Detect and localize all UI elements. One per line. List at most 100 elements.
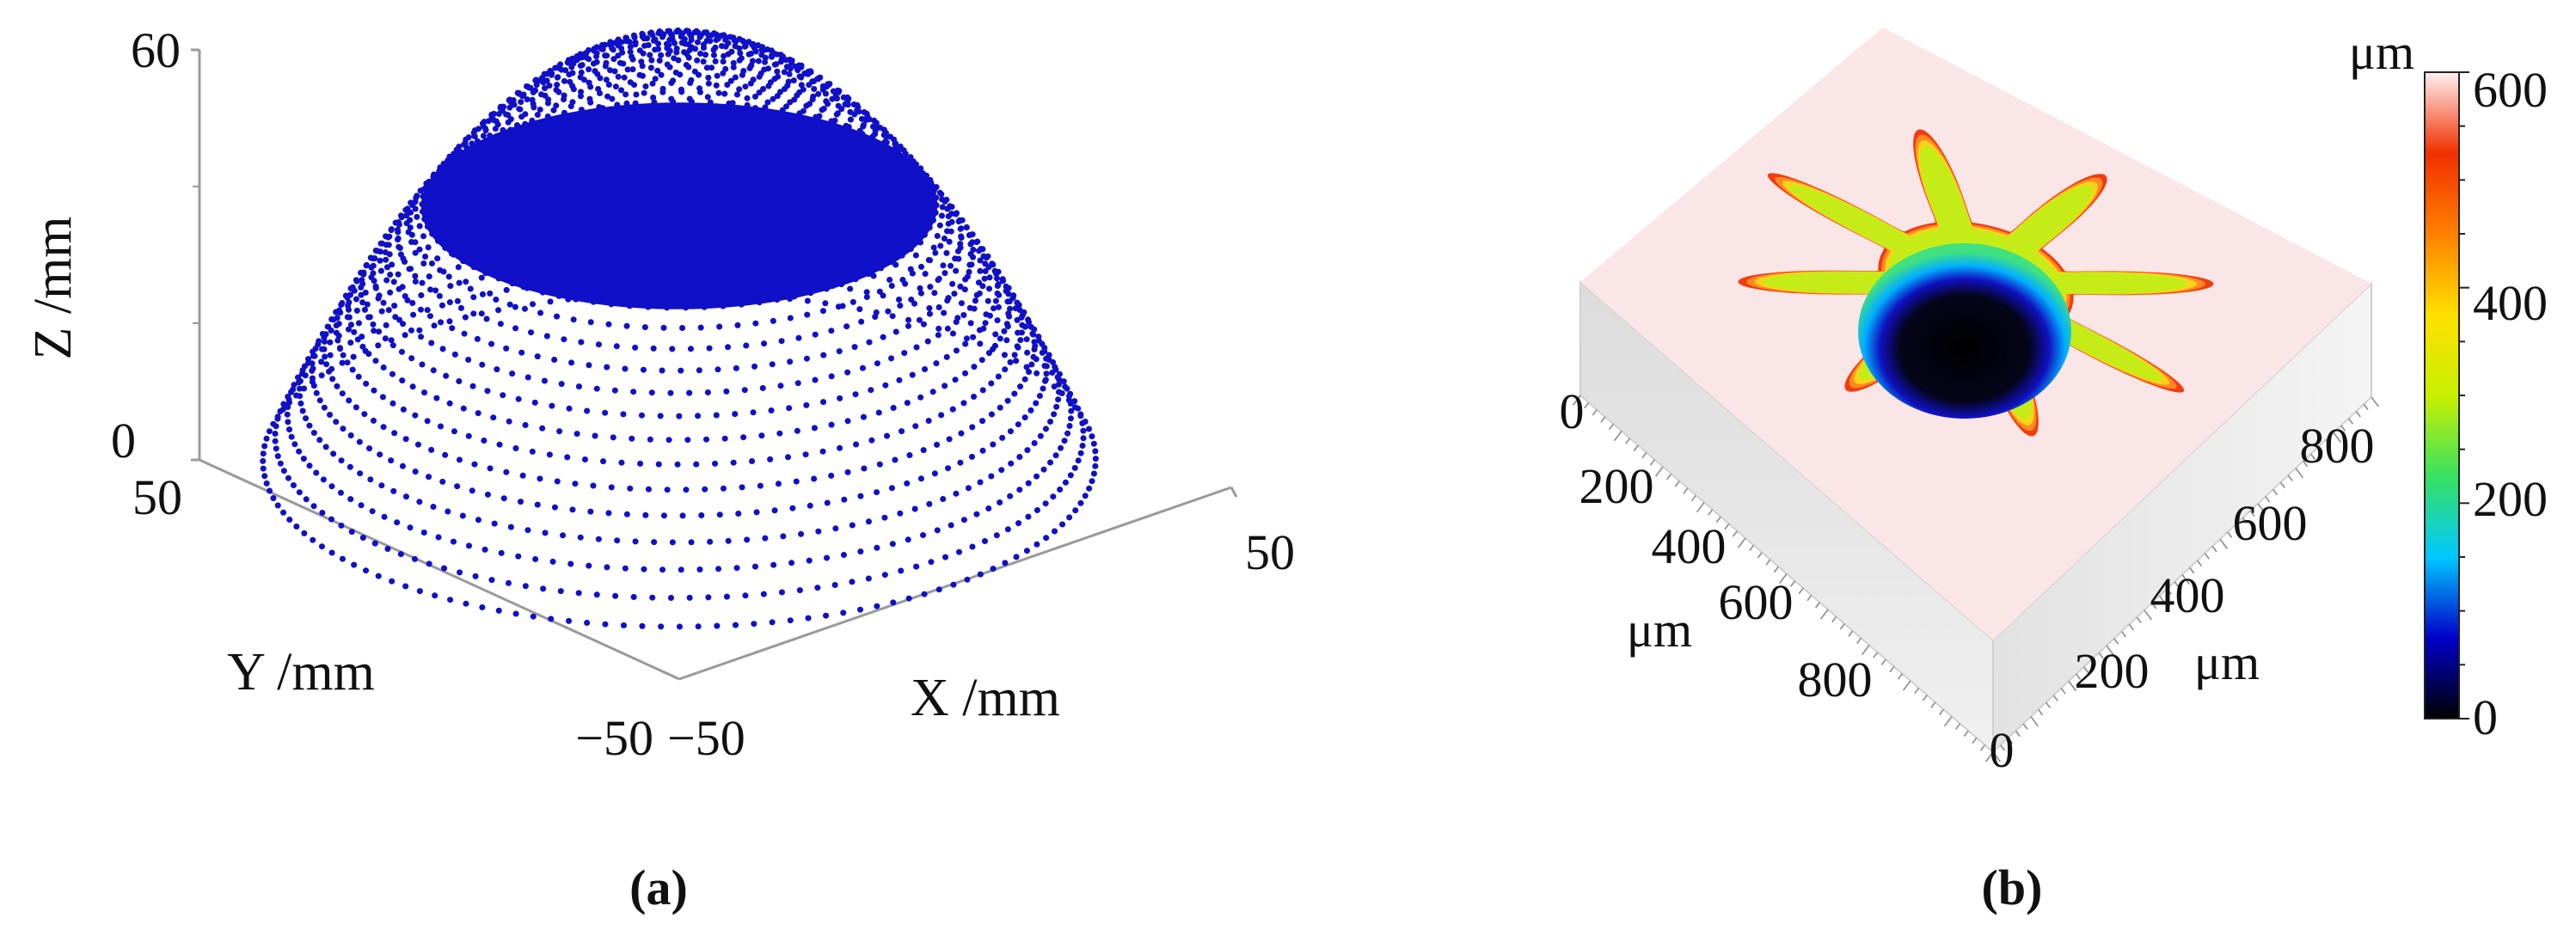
edge-tick — [1814, 602, 1821, 609]
edge-tick — [2242, 517, 2248, 524]
edge-tick — [1674, 481, 1680, 487]
edge-tick — [2279, 481, 2285, 489]
edge-tick — [2158, 595, 2165, 603]
panel-a-caption: (a) — [629, 860, 688, 915]
edge-tick — [2204, 553, 2210, 560]
edge-tick — [2325, 439, 2331, 446]
y-tick-label-minus-50: −50 — [575, 710, 653, 766]
edge-tick — [2317, 446, 2323, 453]
z-axis-label: Z /mm — [24, 216, 83, 359]
edge-tick — [1732, 530, 1739, 537]
left-tick-label-400: 400 — [1652, 518, 1727, 574]
edge-tick — [2022, 723, 2028, 730]
edge-tick — [2128, 623, 2134, 631]
right-tick-label-600: 600 — [2233, 495, 2308, 551]
edge-tick — [1690, 494, 1697, 502]
central-hole — [1858, 243, 2071, 419]
panel-b-height-map: 0 200 400 600 800 μm 0 200 400 600 800 μ… — [1560, 24, 2548, 915]
edge-tick — [1889, 665, 1895, 673]
colorbar-tick-label-400: 400 — [2473, 275, 2548, 331]
edge-tick — [2181, 574, 2191, 585]
left-axis-unit: μm — [1627, 602, 1692, 658]
colorbar-unit: μm — [2349, 24, 2414, 80]
right-tick-label-200: 200 — [2075, 643, 2150, 699]
edge-tick — [2196, 560, 2203, 566]
edge-tick — [1613, 431, 1622, 442]
x-tick-label-minus-50: −50 — [667, 710, 745, 766]
edge-tick — [2234, 524, 2241, 531]
edge-tick — [2309, 453, 2316, 460]
edge-tick — [2015, 730, 2021, 738]
edge-tick — [2295, 468, 2304, 479]
x-tick-label-50: 50 — [1245, 524, 1295, 580]
panel-b-caption: (b) — [1982, 860, 2043, 915]
edge-tick — [2257, 503, 2266, 514]
edge-tick — [2249, 510, 2255, 517]
edge-tick — [2219, 538, 2229, 549]
colorbar-tick-label-600: 600 — [2473, 62, 2548, 118]
left-tick-label-200: 200 — [1579, 458, 1654, 514]
edge-tick — [2007, 737, 2014, 744]
z-tick-label-0: 0 — [111, 413, 136, 468]
right-edge-ticks — [1992, 396, 2380, 762]
colorbar-ticks — [2459, 71, 2469, 719]
edge-tick — [2136, 616, 2142, 623]
edge-tick — [1708, 509, 1714, 516]
edge-tick — [1600, 416, 1606, 423]
edge-tick — [1749, 544, 1755, 552]
x-axis-end-tick — [1230, 487, 1238, 498]
edge-tick — [1649, 459, 1656, 466]
edge-tick — [1737, 537, 1746, 548]
edge-tick — [1955, 723, 1961, 730]
edge-tick — [1654, 466, 1664, 477]
edge-tick — [2347, 418, 2354, 425]
edge-tick — [2030, 716, 2039, 727]
edge-tick — [2060, 688, 2066, 695]
y-tick-label-50: 50 — [132, 469, 182, 525]
edge-tick — [1683, 487, 1689, 494]
edge-tick — [1897, 673, 1904, 680]
edge-tick — [2355, 411, 2361, 418]
edge-tick — [1922, 695, 1928, 701]
edge-tick — [1984, 751, 1994, 762]
edge-tick — [1914, 687, 1920, 695]
edge-tick — [2265, 496, 2271, 503]
edge-tick — [2090, 659, 2096, 666]
right-tick-label-800: 800 — [2300, 418, 2375, 474]
edge-tick — [2038, 708, 2044, 716]
point-cloud-points — [260, 27, 1099, 630]
edge-tick — [1855, 637, 1862, 645]
edge-tick — [2333, 432, 2342, 443]
edge-tick — [2113, 638, 2119, 645]
edge-tick — [2211, 545, 2217, 553]
left-tick-label-800: 800 — [1798, 652, 1873, 707]
right-tick-label-0: 0 — [1990, 722, 2015, 778]
edge-tick — [1724, 523, 1730, 530]
right-axis-unit: μm — [2194, 634, 2260, 690]
edge-tick — [2340, 425, 2346, 432]
y-axis-line — [199, 458, 680, 681]
edge-tick — [1633, 444, 1639, 451]
edge-tick — [2052, 695, 2058, 701]
x-axis-label: X /mm — [911, 669, 1060, 727]
edge-tick — [2120, 631, 2127, 638]
edge-tick — [1839, 623, 1845, 630]
left-tick-label-0: 0 — [1560, 383, 1585, 439]
edge-tick — [1765, 559, 1771, 566]
edge-tick — [2151, 603, 2157, 609]
edge-tick — [1715, 516, 1721, 523]
edge-tick — [1696, 502, 1705, 513]
point-cloud — [260, 27, 1099, 630]
edge-tick — [1873, 652, 1879, 658]
edge-tick — [1584, 401, 1590, 409]
edge-tick — [1819, 609, 1829, 620]
colorbar-scale — [2424, 71, 2460, 719]
edge-tick — [2082, 666, 2089, 673]
edge-tick — [1963, 730, 1969, 737]
edge-tick — [1943, 716, 1953, 727]
colorbar: μm 600 400 200 0 — [2349, 24, 2548, 745]
edge-tick — [2144, 609, 2153, 621]
edge-tick — [1902, 680, 1911, 691]
panel-a-point-cloud: 60 0 50 −50 −50 50 Z /mm Y /mm X /mm (a) — [24, 22, 1295, 915]
